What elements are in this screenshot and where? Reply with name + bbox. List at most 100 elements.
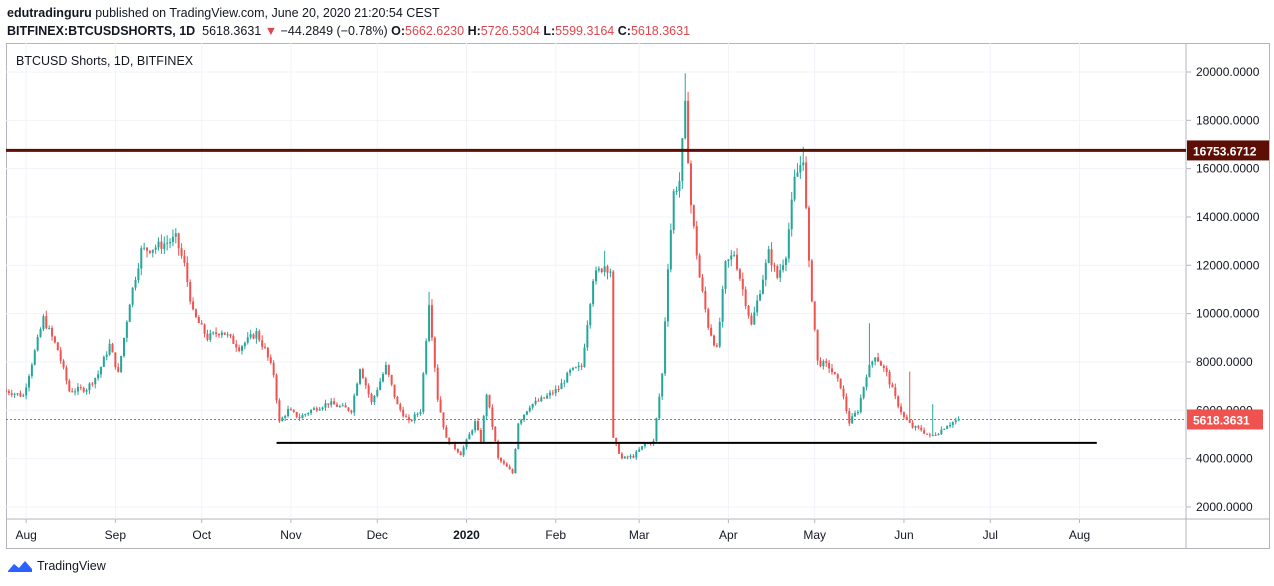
candle-up (373, 395, 376, 403)
candle-up (540, 397, 543, 402)
candle-down (710, 327, 713, 336)
candle-down (805, 162, 808, 208)
candle-up (641, 446, 644, 450)
candle-up (33, 350, 36, 365)
candle-up (240, 346, 244, 351)
candle-up (664, 321, 667, 374)
candle-up (672, 191, 675, 231)
candle-down (511, 469, 514, 474)
candle-down (456, 448, 459, 453)
candle-down (698, 255, 701, 278)
candle-down (53, 336, 56, 343)
x-tick-label: Aug (15, 528, 36, 542)
candle-down (715, 345, 718, 347)
candle-up (220, 332, 223, 336)
candle-up (851, 416, 854, 424)
candle-down (439, 399, 442, 413)
candle-down (920, 427, 923, 431)
x-tick-label: Jul (983, 528, 998, 542)
tradingview-logo-icon[interactable] (7, 559, 33, 573)
last-price-label: 5618.3631 (1187, 409, 1263, 430)
candle-up (307, 413, 310, 415)
candle-down (479, 429, 482, 443)
candle-up (854, 413, 857, 417)
candle-down (879, 361, 882, 366)
candle-down (390, 375, 393, 385)
close-value: 5618.3631 (630, 24, 691, 38)
candle-up (246, 337, 249, 343)
candle-down (612, 271, 615, 438)
candle-up (134, 279, 137, 288)
candle-up (787, 229, 790, 259)
x-tick-label: Feb (545, 528, 566, 542)
candle-down (272, 362, 275, 376)
candle-up (97, 374, 100, 379)
x-tick-label: Aug (1069, 528, 1090, 542)
candle-down (232, 335, 235, 344)
candle-up (330, 401, 333, 405)
candle-down (695, 226, 698, 256)
candle-up (796, 172, 799, 177)
candle-up (485, 394, 488, 417)
candle-down (114, 352, 117, 368)
candle-down (813, 301, 816, 330)
candle-down (335, 404, 338, 407)
candle-up (678, 181, 681, 191)
candle-down (900, 406, 903, 413)
low-label: L: (543, 24, 556, 38)
candle-down (269, 357, 272, 363)
candle-up (666, 269, 669, 322)
x-tick-label: 2020 (453, 528, 480, 542)
candle-up (471, 430, 474, 435)
candle-up (638, 449, 641, 452)
candle-down (736, 254, 739, 270)
candle-down (911, 422, 914, 428)
brand-name[interactable]: TradingView (37, 559, 106, 573)
candle-up (376, 389, 379, 396)
candle-down (370, 394, 373, 403)
candle-up (42, 316, 45, 330)
candle-down (476, 421, 480, 430)
low-value: 5599.3164 (555, 24, 615, 38)
candle-up (517, 423, 520, 450)
publisher-name[interactable]: edutradinguru (7, 6, 92, 20)
candle-down (68, 380, 71, 392)
candle-up (859, 397, 862, 413)
candle-up (428, 305, 431, 341)
candle-down (160, 241, 163, 249)
candle-up (951, 422, 954, 425)
candle-down (747, 305, 750, 316)
candle-down (897, 396, 900, 407)
last-price: 5618.3631 (202, 24, 262, 38)
chart-title: BTCUSD Shorts, 1D, BITFINEX (16, 54, 194, 68)
candle-up (629, 455, 632, 458)
candle-down (350, 410, 353, 413)
candle-down (828, 362, 831, 369)
candle-down (315, 408, 318, 411)
resistance-label-bg (1187, 140, 1269, 161)
candle-up (571, 367, 574, 370)
down-arrow-icon: ▼ (264, 24, 278, 38)
candle-up (954, 420, 957, 423)
candle-down (626, 456, 629, 458)
candle-up (94, 378, 97, 385)
candle-up (358, 369, 362, 384)
price-chart[interactable]: 2000.00004000.00006000.00008000.00001000… (4, 43, 1270, 549)
candle-down (258, 331, 261, 341)
candle-down (453, 443, 456, 449)
y-tick-label: 14000.0000 (1196, 210, 1260, 224)
candle-down (905, 416, 908, 420)
candle-up (255, 331, 258, 339)
candle-up (143, 247, 146, 249)
candle-up (154, 247, 157, 250)
candle-down (894, 387, 897, 397)
candle-up (88, 383, 91, 391)
ohlc-line: BITFINEX:BTCUSDSHORTS, 1D 5618.3631 ▼ −4… (7, 22, 690, 40)
candle-down (692, 205, 695, 227)
open-label: O: (391, 24, 405, 38)
candle-down (580, 365, 583, 367)
candle-up (284, 416, 287, 418)
chart-area[interactable]: 2000.00004000.00006000.00008000.00001000… (4, 43, 1270, 549)
candle-down (364, 378, 367, 386)
candle-down (177, 233, 180, 249)
